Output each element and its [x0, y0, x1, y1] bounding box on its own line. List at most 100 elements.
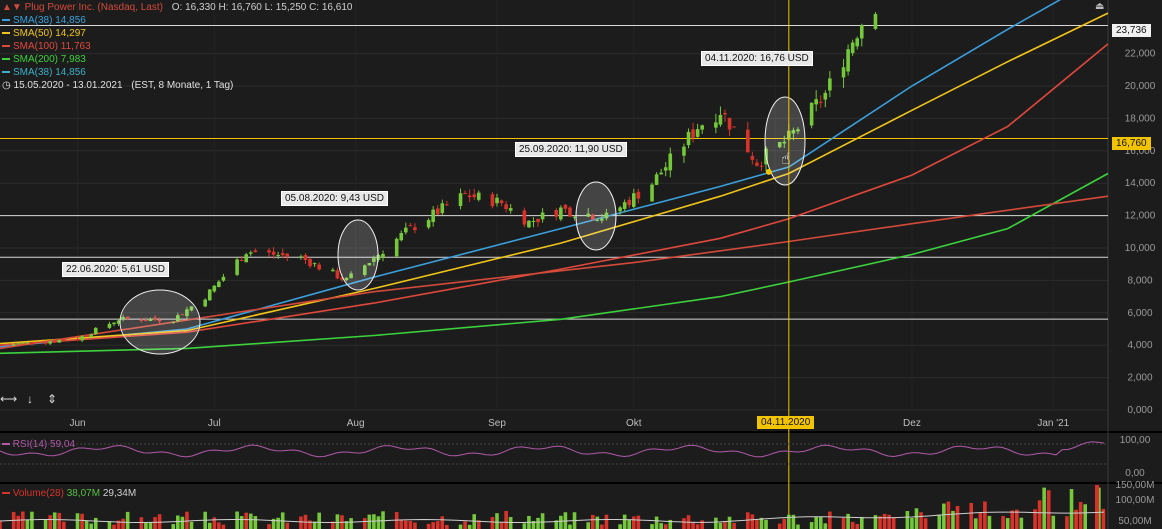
candle-up [777, 141, 782, 148]
volume-bar-down [600, 524, 604, 529]
volume-bar-up [239, 516, 244, 529]
candle-up [531, 220, 536, 222]
volume-bar-down [408, 520, 413, 529]
candle-up [207, 289, 212, 301]
candle-up [846, 49, 850, 72]
volume-bar-down [435, 521, 440, 529]
candle-down [157, 319, 162, 322]
annotation-august[interactable]: 05.08.2020: 9,43 USD [281, 191, 388, 206]
candle-up [25, 342, 30, 344]
candle-up [841, 67, 846, 78]
volume-bar-up [248, 513, 253, 529]
volume-bar-down [116, 520, 121, 529]
arrow-down-icon[interactable]: ↓ [27, 392, 33, 406]
sma-line-0 [0, 0, 1062, 348]
sma-line-2 [0, 43, 1109, 346]
candle-up [604, 212, 609, 219]
volume-bar-down [285, 522, 290, 529]
candle-down [335, 270, 340, 279]
candle-up [718, 114, 723, 125]
candle-up [700, 125, 704, 130]
volume-bar-down [185, 511, 189, 529]
annotation-september[interactable]: 25.09.2020: 11,90 USD [515, 142, 627, 157]
annotation-november[interactable]: 04.11.2020: 16,76 USD [701, 51, 813, 66]
legend-sma200[interactable]: SMA(200) 7,983 [2, 54, 86, 66]
legend-sma100[interactable]: SMA(100) 11,763 [2, 41, 91, 53]
candle-up [394, 238, 399, 257]
volume-bar-down [267, 524, 271, 529]
volume-bar-up [1005, 518, 1010, 529]
volume-bar-down [445, 524, 449, 529]
candle-down [280, 253, 285, 256]
candle-up [495, 197, 499, 204]
hand-cursor-icon: ☝ [781, 149, 791, 168]
candle-up [695, 129, 700, 137]
legend-sma38[interactable]: SMA(38) 14,856 [2, 15, 86, 27]
candle-up [476, 192, 481, 200]
horizontal-resize-icon[interactable]: ⟷ [0, 392, 18, 406]
candle-up [631, 193, 636, 207]
date-tick-label: Dez [903, 418, 921, 429]
candle-up [221, 276, 226, 281]
volume-bar-down [48, 515, 52, 529]
rsi-legend[interactable]: RSI(14) 59,04 [2, 439, 75, 450]
candle-down [818, 101, 823, 103]
volume-bar-up [759, 517, 764, 529]
candle-up [148, 318, 153, 321]
candle-down [723, 113, 727, 115]
rsi-tick-label: 0,00 [1125, 468, 1145, 479]
volume-bar-down [969, 502, 974, 529]
volume-bar-down [426, 523, 431, 529]
annotation-june[interactable]: 22.06.2020: 5,61 USD [62, 262, 169, 277]
candle-down [554, 210, 559, 217]
volume-bar-up [873, 515, 878, 529]
candle-up [796, 129, 800, 132]
volume-legend[interactable]: Volume(28) 38,07M 29,34M [2, 488, 136, 499]
volume-bar-up [1051, 515, 1056, 529]
price-tick-label: 2,000 [1127, 373, 1152, 384]
volume-bar-up [937, 514, 942, 529]
volume-bar-down [750, 514, 755, 529]
candle-down [413, 227, 417, 231]
volume-bar-up [727, 516, 732, 529]
volume-bar-down [955, 505, 960, 529]
price-tick-label: 0,000 [1127, 405, 1152, 416]
price-tag-23736: 23,736 [1112, 24, 1151, 37]
candle-down [253, 250, 258, 253]
volume-bar-down [1095, 485, 1099, 529]
candle-up [686, 131, 691, 146]
vertical-resize-icon[interactable]: ⇕ [46, 392, 58, 406]
candle-up [859, 24, 864, 39]
candle-up [622, 202, 627, 209]
volume-bar-down [499, 522, 504, 529]
volume-bar-down [631, 516, 636, 529]
volume-bar-down [490, 517, 495, 529]
candle-down [0, 345, 2, 347]
volume-bar-up [43, 519, 48, 529]
volume-bar-down [604, 514, 609, 529]
candle-down [750, 156, 755, 160]
volume-bar-down [440, 516, 445, 529]
volume-bar-up [107, 521, 112, 529]
price-tick-label: 20,000 [1125, 81, 1156, 92]
volume-bar-down [946, 501, 951, 529]
legend-swatch [2, 443, 10, 446]
volume-bar-down [217, 522, 221, 529]
volume-bar-down [745, 512, 750, 529]
volume-bar-down [504, 511, 508, 529]
candle-up [559, 207, 563, 220]
legend-sma38-2[interactable]: SMA(38) 14,856 [2, 67, 86, 79]
volume-bar-up [787, 514, 791, 529]
candle-up [248, 252, 253, 254]
candle-down [435, 208, 440, 215]
volume-bar-up [536, 517, 540, 529]
candle-down [303, 255, 308, 260]
legend-sma50[interactable]: SMA(50) 14,297 [2, 28, 86, 40]
candle-down [317, 264, 321, 270]
candle-down [536, 218, 540, 223]
volume-bar-down [413, 522, 417, 529]
candle-up [331, 269, 335, 272]
volume-bar-up [910, 517, 914, 529]
volume-bar-down [1101, 508, 1106, 529]
